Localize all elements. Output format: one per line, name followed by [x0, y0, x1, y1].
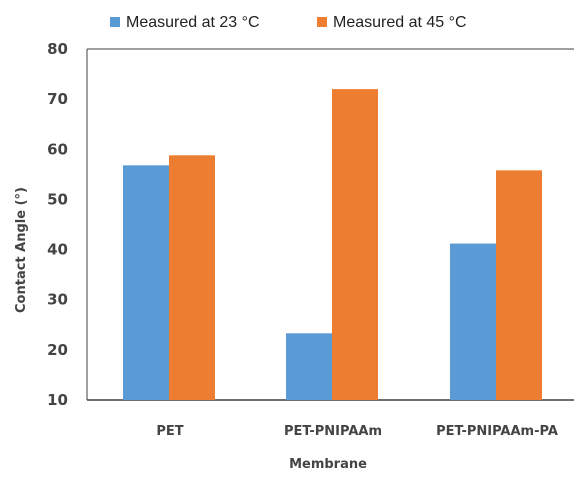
bars	[123, 89, 542, 400]
y-tick-label: 80	[47, 40, 68, 58]
legend-swatch-23c	[110, 17, 120, 27]
x-axis-title: Membrane	[289, 457, 367, 472]
y-tick-label: 10	[47, 391, 68, 409]
y-tick-label: 20	[47, 341, 68, 359]
y-tick-label: 40	[47, 241, 68, 259]
legend: Measured at 23 °C Measured at 45 °C	[110, 14, 467, 31]
bar	[496, 170, 542, 400]
bar	[123, 165, 169, 400]
bar	[450, 243, 496, 400]
y-tick-label: 60	[47, 140, 68, 158]
x-tick-label: PET	[156, 424, 183, 439]
y-tick-label: 30	[47, 291, 68, 309]
y-tick-label: 50	[47, 190, 68, 208]
legend-label-45c: Measured at 45 °C	[333, 14, 467, 31]
y-axis-title: Contact Angle (°)	[14, 187, 29, 313]
x-tick-labels: PET PET-PNIPAAm PET-PNIPAAm-PA	[156, 424, 558, 439]
bar	[332, 89, 378, 400]
bar	[169, 155, 215, 400]
bar	[286, 333, 332, 400]
legend-label-23c: Measured at 23 °C	[126, 14, 260, 31]
x-tick-label: PET-PNIPAAm-PA	[436, 424, 558, 439]
legend-swatch-45c	[317, 17, 327, 27]
y-axis: 10 20 30 40 50 60 70 80	[47, 40, 88, 409]
y-tick-label: 70	[47, 90, 68, 108]
x-tick-label: PET-PNIPAAm	[284, 424, 382, 439]
y-tick-labels: 10 20 30 40 50 60 70 80	[47, 40, 68, 409]
